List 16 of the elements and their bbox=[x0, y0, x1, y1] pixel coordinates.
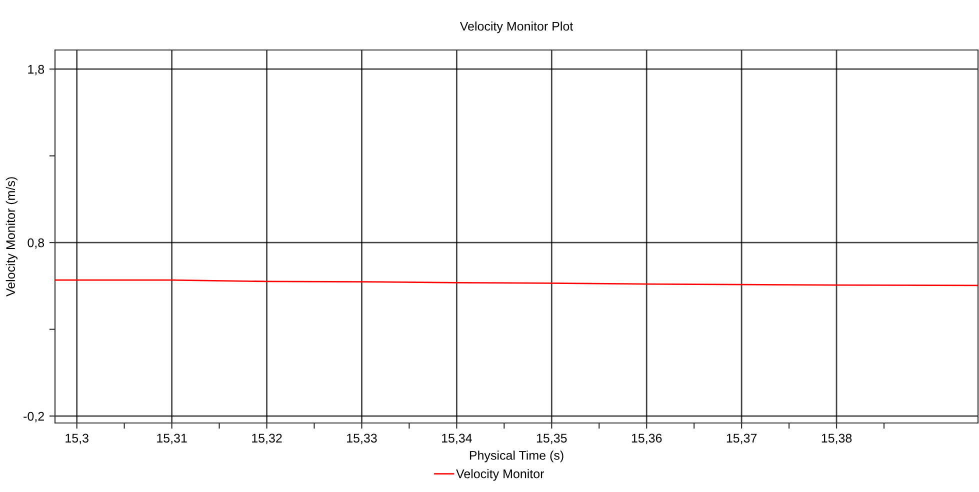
x-tick-label: 15,38 bbox=[822, 434, 852, 444]
chart-title: Velocity Monitor Plot bbox=[460, 21, 574, 34]
x-tick-label: 15,37 bbox=[726, 434, 757, 444]
x-axis-title: Physical Time (s) bbox=[470, 450, 564, 462]
x-tick-label: 15,34 bbox=[442, 434, 472, 444]
x-tick-label: 15,31 bbox=[157, 434, 187, 444]
x-tick-label: 15,33 bbox=[347, 434, 377, 444]
x-tick-label: 15,3 bbox=[66, 434, 88, 444]
x-tick-label: 15,32 bbox=[252, 434, 282, 444]
x-tick-label: 15,35 bbox=[536, 434, 567, 444]
y-tick-label: 0,8 bbox=[28, 238, 44, 249]
x-tick-label: 15,36 bbox=[632, 434, 662, 444]
legend-label: Velocity Monitor bbox=[456, 469, 544, 481]
y-tick-label: 1,8 bbox=[28, 64, 44, 76]
y-tick-label: -0,2 bbox=[24, 412, 44, 422]
y-axis-title: Velocity Monitor (m/s) bbox=[6, 177, 18, 297]
